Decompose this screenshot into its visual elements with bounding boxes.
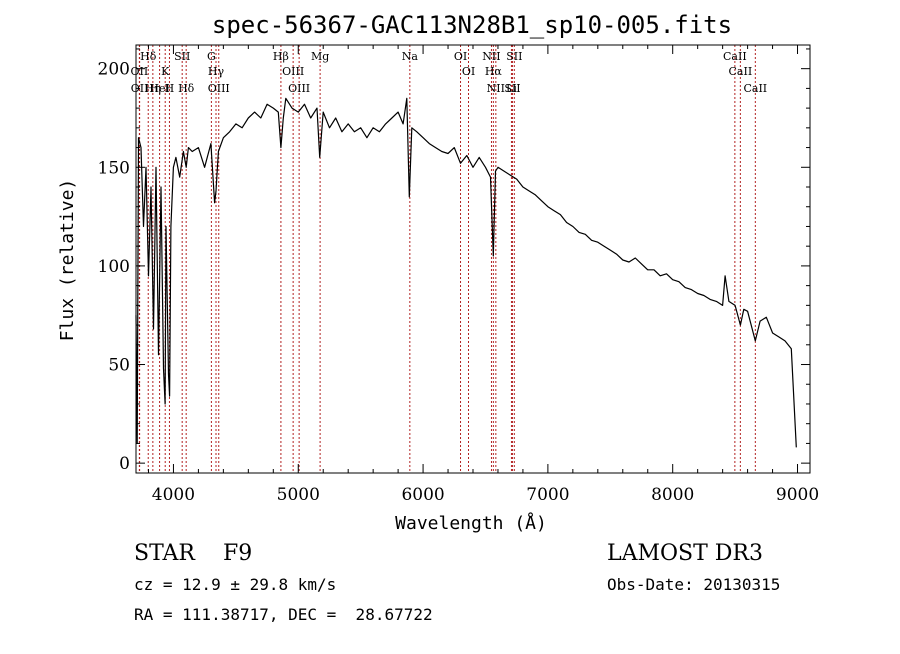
line-marker-label: SII	[506, 50, 522, 63]
x-tick-label: 4000	[152, 485, 195, 505]
line-marker-label: OIII	[282, 65, 304, 78]
line-marker-label: CaII	[743, 82, 767, 95]
y-tick-label: 150	[98, 158, 130, 178]
chart-title: spec-56367-GAC113N28B1_sp10-005.fits	[212, 11, 732, 39]
line-marker-label: Hδ	[140, 50, 157, 63]
y-axis-label: Flux (relative)	[57, 179, 78, 342]
coordinates: RA = 111.38717, DEC = 28.67722	[134, 605, 433, 624]
y-tick-label: 100	[98, 257, 130, 277]
x-tick-label: 5000	[277, 485, 320, 505]
line-marker-label: G	[207, 50, 216, 63]
y-tick-label: 50	[108, 356, 130, 376]
line-marker-label: Hγ	[208, 65, 225, 78]
line-marker-label: NII	[487, 82, 505, 95]
object-class: STAR F9	[134, 541, 252, 566]
observation-date: Obs-Date: 20130315	[607, 575, 780, 594]
line-marker-label: H	[165, 82, 175, 95]
x-tick-label: 9000	[776, 485, 819, 505]
survey-name: LAMOST DR3	[607, 541, 763, 566]
y-tick-label: 200	[98, 60, 130, 80]
line-marker-label: NII	[482, 50, 500, 63]
line-marker-label: CaII	[723, 50, 747, 63]
line-marker-label: OI	[454, 50, 467, 63]
line-marker-label: OIII	[208, 82, 230, 95]
line-marker-label: Hη	[145, 82, 161, 95]
line-marker-label: SII	[174, 50, 190, 63]
line-marker-label: SII	[504, 82, 520, 95]
flux-series-line	[135, 97, 797, 448]
line-marker-label: Hδ	[178, 82, 195, 95]
line-marker-label: K	[161, 65, 170, 78]
line-marker-label: OIII	[288, 82, 310, 95]
line-marker-label: OII	[131, 65, 149, 78]
line-marker-label: CaII	[729, 65, 753, 78]
x-tick-label: 8000	[651, 485, 694, 505]
spectrum-line-group	[135, 97, 797, 448]
line-marker-label: Mg	[311, 50, 329, 63]
line-marker-label: Li	[506, 82, 517, 95]
line-marker-label: HeI	[149, 82, 169, 95]
y-axis-ticks: 0 50 100 150 200	[98, 48, 810, 474]
x-axis-label: Wavelength (Å)	[395, 512, 547, 534]
line-marker-label: Hα	[485, 65, 503, 78]
x-axis-ticks: 4000 5000 6000 7000 8000 9000	[147, 45, 819, 505]
redshift-cz: cz = 12.9 ± 29.8 km/s	[134, 575, 336, 594]
x-tick-label: 6000	[401, 485, 444, 505]
line-marker-label: Na	[402, 50, 419, 63]
line-marker-label: Hβ	[273, 50, 289, 63]
y-tick-label: 0	[119, 454, 130, 474]
plot-frame	[135, 44, 811, 474]
x-tick-label: 7000	[526, 485, 569, 505]
line-marker-label: OI	[462, 65, 475, 78]
emission-line-markers	[138, 45, 756, 473]
